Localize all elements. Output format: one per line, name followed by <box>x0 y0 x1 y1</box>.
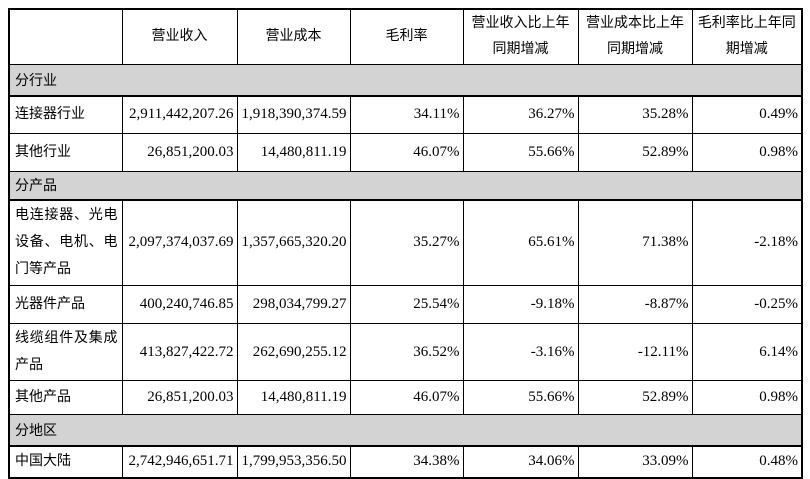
value-cell: 400,240,746.85 <box>121 285 238 324</box>
value-cell: 26,851,200.03 <box>121 133 238 172</box>
column-header-revenue-yoy: 营业收入比上年同期增减 <box>462 8 579 65</box>
table-row: 光器件产品 400,240,746.85 298,034,799.27 25.5… <box>8 285 803 324</box>
value-cell: 34.38% <box>349 445 464 478</box>
value-cell: 6.14% <box>691 323 803 381</box>
table-row: 线缆组件及集成产品 413,827,422.72 262,690,255.12 … <box>8 323 803 381</box>
column-header-gross-margin-yoy: 毛利率比上年同期增减 <box>691 8 803 65</box>
row-label-cell: 连接器行业 <box>8 95 123 134</box>
value-cell: 2,097,374,037.69 <box>121 199 238 286</box>
value-cell: 65.61% <box>462 199 579 286</box>
value-cell: -2.18% <box>691 199 803 286</box>
row-label-cell: 线缆组件及集成产品 <box>8 323 123 381</box>
value-cell: 0.98% <box>691 380 803 415</box>
section-row-by-region: 分地区 <box>8 414 803 447</box>
value-cell: 0.48% <box>691 445 803 478</box>
header-row: 营业收入 营业成本 毛利率 营业收入比上年同期增减 营业成本比上年同期增减 毛利… <box>8 8 803 65</box>
value-cell: 33.09% <box>577 445 693 478</box>
value-cell: 34.11% <box>349 95 464 134</box>
section-row-by-product: 分产品 <box>8 171 803 201</box>
value-cell: 262,690,255.12 <box>236 323 351 381</box>
column-header-cost: 营业成本 <box>236 8 351 65</box>
column-header-gross-margin: 毛利率 <box>349 8 464 65</box>
value-cell: -0.25% <box>691 285 803 324</box>
value-cell: 0.49% <box>691 95 803 134</box>
value-cell: 36.27% <box>462 95 579 134</box>
row-label-cell: 中国大陆 <box>8 445 123 478</box>
value-cell: 1,918,390,374.59 <box>236 95 351 134</box>
value-cell: 34.06% <box>462 445 579 478</box>
value-cell: -9.18% <box>462 285 579 324</box>
table-row: 连接器行业 2,911,442,207.26 1,918,390,374.59 … <box>8 95 803 134</box>
value-cell: 55.66% <box>462 380 579 415</box>
table-row: 其他产品 26,851,200.03 14,480,811.19 46.07% … <box>8 380 803 415</box>
value-cell: 35.28% <box>577 95 693 134</box>
section-label: 分地区 <box>8 414 803 447</box>
value-cell: -12.11% <box>577 323 693 381</box>
row-label-cell: 光器件产品 <box>8 285 123 324</box>
value-cell: 52.89% <box>577 380 693 415</box>
segment-revenue-table: 营业收入 营业成本 毛利率 营业收入比上年同期增减 营业成本比上年同期增减 毛利… <box>8 8 803 479</box>
table-row: 其他行业 26,851,200.03 14,480,811.19 46.07% … <box>8 133 803 172</box>
value-cell: 46.07% <box>349 380 464 415</box>
value-cell: 26,851,200.03 <box>121 380 238 415</box>
value-cell: 55.66% <box>462 133 579 172</box>
row-label-cell: 其他产品 <box>8 380 123 415</box>
value-cell: 1,799,953,356.50 <box>236 445 351 478</box>
value-cell: 25.54% <box>349 285 464 324</box>
row-label-cell: 其他行业 <box>8 133 123 172</box>
value-cell: 52.89% <box>577 133 693 172</box>
value-cell: 413,827,422.72 <box>121 323 238 381</box>
value-cell: 2,742,946,651.71 <box>121 445 238 478</box>
value-cell: -8.87% <box>577 285 693 324</box>
column-header-revenue: 营业收入 <box>121 8 238 65</box>
value-cell: 0.98% <box>691 133 803 172</box>
value-cell: 35.27% <box>349 199 464 286</box>
section-label: 分产品 <box>8 171 803 201</box>
table-row: 中国大陆 2,742,946,651.71 1,799,953,356.50 3… <box>8 445 803 478</box>
section-label: 分行业 <box>8 64 803 97</box>
value-cell: 14,480,811.19 <box>236 380 351 415</box>
value-cell: 1,357,665,320.20 <box>236 199 351 286</box>
value-cell: 298,034,799.27 <box>236 285 351 324</box>
table-row: 电连接器、光电设备、电机、电门等产品 2,097,374,037.69 1,35… <box>8 199 803 286</box>
value-cell: 46.07% <box>349 133 464 172</box>
corner-cell <box>8 8 123 65</box>
column-header-cost-yoy: 营业成本比上年同期增减 <box>577 8 693 65</box>
row-label-cell: 电连接器、光电设备、电机、电门等产品 <box>8 199 123 286</box>
value-cell: 71.38% <box>577 199 693 286</box>
value-cell: 36.52% <box>349 323 464 381</box>
value-cell: -3.16% <box>462 323 579 381</box>
section-row-by-industry: 分行业 <box>8 64 803 97</box>
value-cell: 2,911,442,207.26 <box>121 95 238 134</box>
value-cell: 14,480,811.19 <box>236 133 351 172</box>
